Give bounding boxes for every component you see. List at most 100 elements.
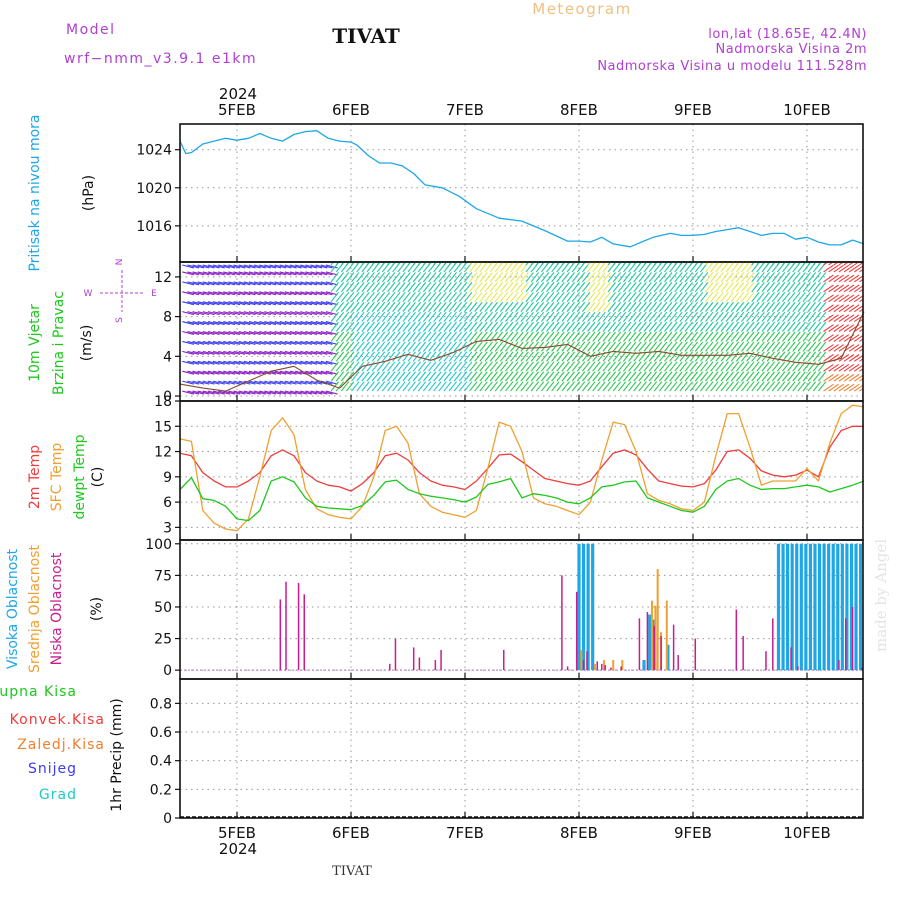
- wind-barb-486: [356, 282, 365, 293]
- wind-barb-157: [238, 360, 251, 365]
- wind-barb-1044: [561, 301, 570, 312]
- wind-barb-284: [284, 350, 297, 355]
- wind-barb-1175: [607, 262, 612, 266]
- wind-barb-1817: [843, 274, 855, 283]
- wind-barb-1637: [776, 262, 781, 266]
- wind-barb-1551: [746, 272, 755, 283]
- wind-barb-1214: [623, 282, 632, 293]
- wind-barb-76: [207, 330, 220, 336]
- wind-barb-770: [463, 381, 473, 392]
- wind-barb-987: [540, 311, 550, 322]
- wind-barb-971: [535, 331, 545, 342]
- wind-barb-609: [402, 311, 411, 322]
- wind-barb-411: [330, 331, 339, 342]
- wind-barb-1311: [658, 291, 668, 303]
- wind-barb-319: [295, 281, 307, 286]
- wind-barb-212: [259, 370, 271, 375]
- wind-barb-1167: [607, 331, 616, 342]
- wind-barb-1488: [725, 341, 734, 352]
- wind-barb-1628: [776, 341, 786, 352]
- wind-barb-800: [474, 361, 483, 372]
- wind-barb-314: [295, 330, 307, 336]
- wind-barb-568: [387, 301, 396, 312]
- wind-barb-1017: [551, 291, 560, 303]
- wind-barb-827: [484, 371, 493, 382]
- wind-barb-226: [264, 370, 277, 375]
- wind-barb-1709: [807, 371, 817, 382]
- wind-barb-1393: [689, 311, 699, 322]
- wind-barb-279: [279, 264, 292, 269]
- wind-barb-378: [320, 390, 333, 395]
- wind-barb-980: [540, 381, 550, 392]
- wind-barb-1364: [679, 321, 688, 332]
- wind-barb-410: [330, 341, 339, 352]
- wind-barb-1642: [782, 341, 791, 352]
- wind-barb-876: [499, 301, 509, 312]
- wind-barb-445: [340, 272, 350, 283]
- wind-barb-1449: [710, 311, 719, 322]
- wind-barb-1352: [674, 301, 683, 312]
- wind-barb-1808: [843, 363, 855, 372]
- wind-barb-41: [192, 264, 205, 269]
- wind-barb-678: [428, 321, 437, 332]
- wind-barb-92: [212, 311, 225, 316]
- wind-barb-1825: [848, 334, 860, 342]
- wind-barb-1122: [592, 361, 601, 372]
- cloud-bar-visoka-15: [808, 543, 813, 671]
- wind-barb-764: [458, 301, 468, 312]
- wind-barb-1445: [710, 351, 719, 362]
- ytick-label-wind-0: 0: [163, 389, 172, 405]
- cloud-bar-niska-11: [561, 575, 563, 671]
- wind-barb-440: [340, 321, 350, 332]
- bottom-day-labels: 5FEB 6FEB 7FEB 8FEB 9FEB 10FEB: [218, 824, 831, 842]
- wind-barb-81: [207, 281, 220, 286]
- wind-barb-413: [330, 311, 339, 322]
- wind-barb-1614: [771, 341, 781, 352]
- wind-barb-192: [248, 291, 261, 296]
- wind-barb-578: [392, 341, 401, 352]
- wind-barb-1618: [771, 301, 781, 312]
- cloud-bar-visoka-1: [581, 543, 586, 671]
- wind-barb-1339: [669, 291, 678, 303]
- wind-barb-896: [510, 381, 519, 392]
- wind-barb-1028: [556, 321, 565, 332]
- wind-barb-1546: [746, 321, 755, 332]
- wind-barb-793: [469, 291, 478, 303]
- wind-barb-960: [530, 301, 540, 312]
- wind-barb-934: [520, 282, 529, 293]
- wind-barb-1690: [797, 282, 806, 293]
- wind-barb-1355: [674, 272, 683, 283]
- wind-barb-308: [295, 390, 307, 395]
- wind-barb-357: [310, 321, 323, 326]
- wind-barb-1499: [730, 371, 740, 382]
- wind-barb-1377: [684, 331, 693, 342]
- wind-barb-1466: [715, 282, 724, 293]
- wind-barb-1456: [715, 381, 724, 392]
- wind-barb-1481: [720, 272, 729, 283]
- wind-barb-783: [463, 262, 468, 266]
- wind-barb-388: [320, 291, 333, 296]
- wind-barb-853: [489, 262, 494, 266]
- wind-barb-286: [284, 330, 297, 336]
- wind-barb-522: [371, 341, 380, 352]
- wind-barb-1670: [792, 341, 801, 352]
- wind-barb-1833: [848, 262, 855, 266]
- wind-barb-823: [479, 272, 488, 283]
- compass-west: W: [84, 289, 93, 299]
- wind-barb-1223: [628, 331, 637, 342]
- pressure-ylabel-1: (hPa): [81, 175, 97, 211]
- wind-barb-1592: [761, 282, 770, 293]
- wind-barb-1194: [617, 341, 627, 352]
- wind-barb-697: [433, 272, 442, 283]
- wind-barb-640: [412, 282, 422, 293]
- wind-barb-1040: [561, 341, 570, 352]
- wind-barb-862: [494, 301, 504, 312]
- wind-barb-1408: [694, 301, 704, 312]
- wind-barb-1139: [597, 331, 606, 342]
- wind-barb-1350: [674, 321, 683, 332]
- wind-barb-959: [530, 311, 540, 322]
- wind-barb-949: [525, 272, 534, 283]
- wind-barb-1446: [710, 341, 719, 352]
- wind-barb-71: [207, 380, 220, 385]
- wind-barb-1494: [725, 282, 734, 293]
